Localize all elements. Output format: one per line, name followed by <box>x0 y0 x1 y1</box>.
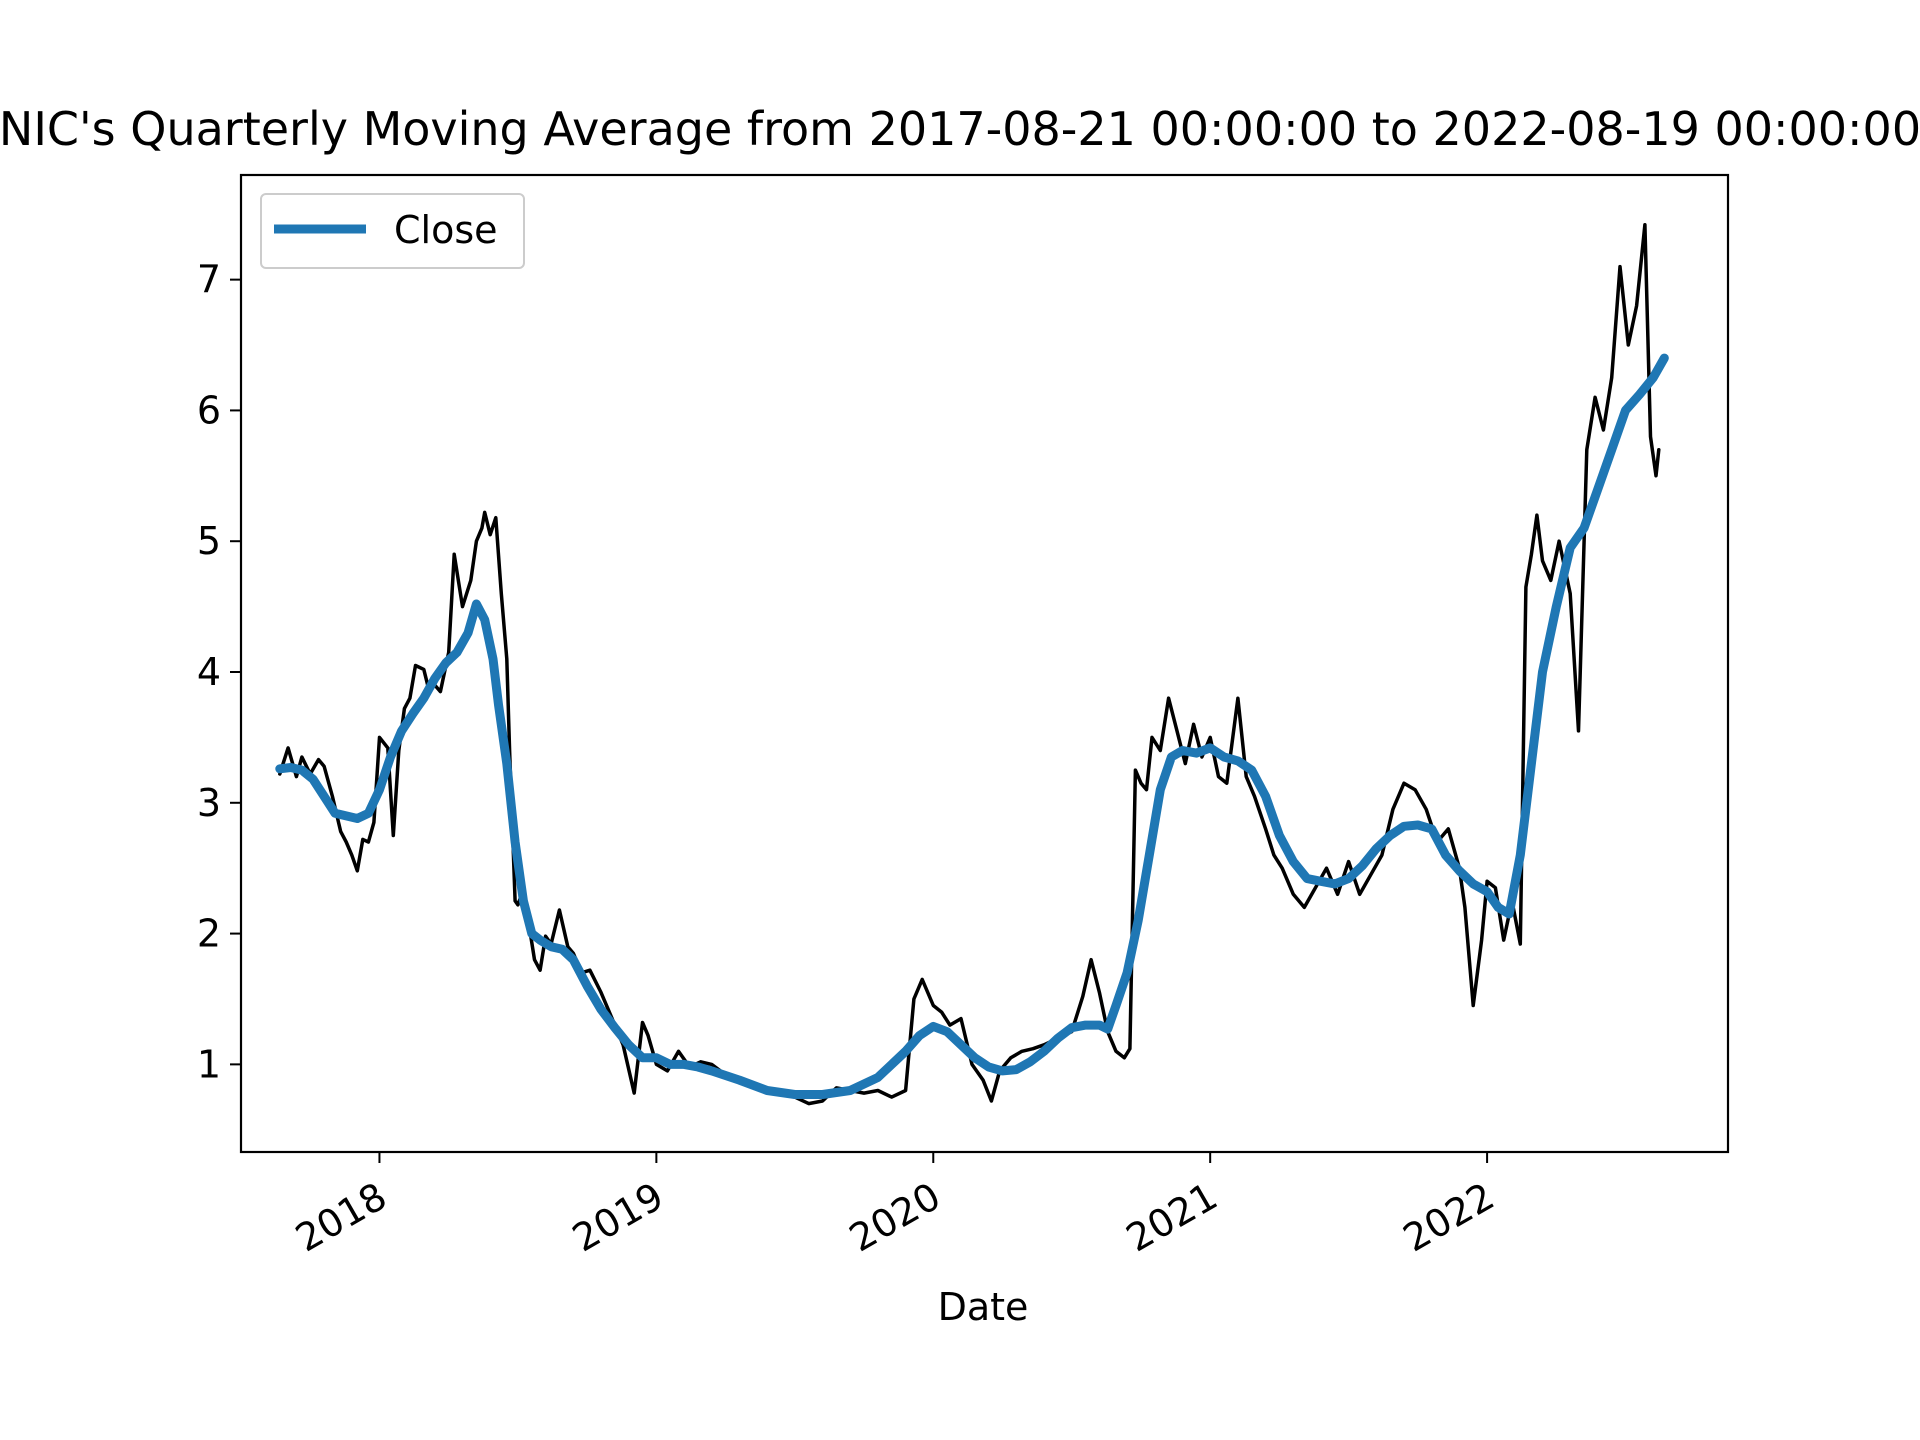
y-tick-label: 3 <box>197 781 221 825</box>
y-tick-label: 1 <box>197 1042 221 1086</box>
axes-frame <box>239 173 1730 1154</box>
y-tick-label: 7 <box>197 258 221 302</box>
legend-box <box>260 193 525 269</box>
x-axis-label: Date <box>938 1285 1029 1329</box>
y-tick-label: 6 <box>197 388 221 432</box>
legend: Close <box>260 193 525 269</box>
y-tick-label: 5 <box>197 519 221 563</box>
legend-label-close: Close <box>394 208 498 252</box>
chart-title: NIC's Quarterly Moving Average from 2017… <box>0 102 1920 156</box>
series-line-close <box>275 353 1669 1099</box>
y-tick-label: 4 <box>197 650 221 694</box>
y-tick-label: 2 <box>197 912 221 956</box>
